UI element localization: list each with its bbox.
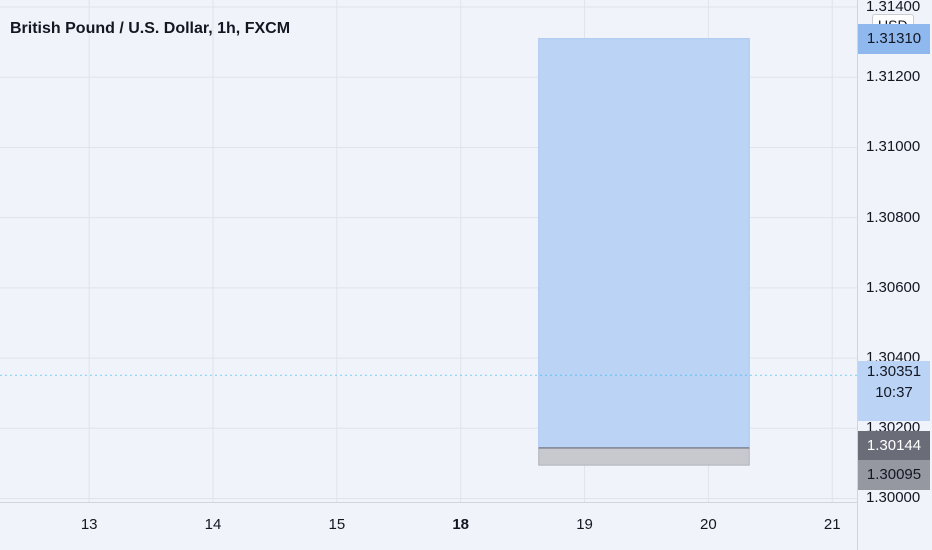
price-tick-label: 1.31200 [866, 68, 921, 86]
target-price-label: 1.31310 [858, 23, 930, 54]
price-tick-label: 1.30600 [866, 278, 921, 296]
time-tick-label: 19 [576, 516, 593, 533]
price-tick-label: 1.30800 [866, 208, 921, 226]
time-tick-label: 18 [452, 516, 470, 533]
time-tick-label: 21 [823, 516, 841, 533]
profit-zone [538, 38, 750, 449]
price-tick-label: 1.30000 [866, 489, 921, 507]
current-price-label: 1.30351 10:37 [858, 361, 930, 422]
price-tick-label: 1.31400 [866, 0, 921, 16]
current-price-value: 1.30351 [866, 363, 922, 381]
bar-countdown: 10:37 [875, 384, 913, 402]
time-tick-label: 20 [700, 516, 717, 533]
time-tick-label: 13 [80, 516, 98, 533]
price-tick-label: 1.31000 [866, 138, 921, 156]
entry-price-label: 1.30144 [858, 430, 930, 461]
symbol-title: British Pound / U.S. Dollar, 1h, FXCM [10, 20, 291, 37]
stop-price-label: 1.30095 [858, 460, 930, 491]
time-tick-label: 15 [328, 516, 346, 533]
time-tick-label: 14 [204, 516, 222, 533]
stop-zone [538, 447, 750, 466]
